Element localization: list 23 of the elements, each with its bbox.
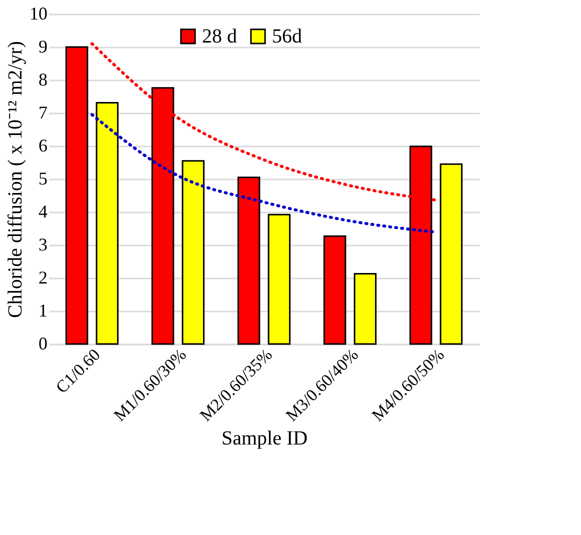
y-tick-label: 5	[38, 168, 48, 188]
y-tick-label: 2	[38, 268, 48, 288]
legend-label: 28 d	[202, 25, 237, 48]
y-tick-label: 3	[38, 234, 48, 254]
y-tick-label: 1	[38, 300, 48, 320]
y-axis-title: Chloride diffusion ( x 10⁻¹² m2/yr)	[4, 41, 26, 318]
y-tick-label: 9	[38, 36, 48, 56]
bar	[65, 46, 88, 345]
bar	[354, 272, 377, 345]
y-tick-label: 8	[38, 70, 48, 90]
bar	[268, 214, 291, 345]
bar	[96, 102, 119, 345]
bar	[237, 176, 260, 345]
bar	[182, 160, 205, 345]
y-tick-label: 7	[38, 102, 48, 122]
y-tick-label: 10	[30, 4, 48, 24]
legend-label: 56d	[272, 25, 302, 48]
y-tick-label: 6	[38, 136, 48, 156]
y-tick-label: 4	[38, 202, 48, 222]
x-axis-title: Sample ID	[221, 427, 308, 450]
bar	[323, 235, 346, 345]
bar	[440, 163, 463, 345]
y-tick-label: 0	[38, 334, 48, 354]
